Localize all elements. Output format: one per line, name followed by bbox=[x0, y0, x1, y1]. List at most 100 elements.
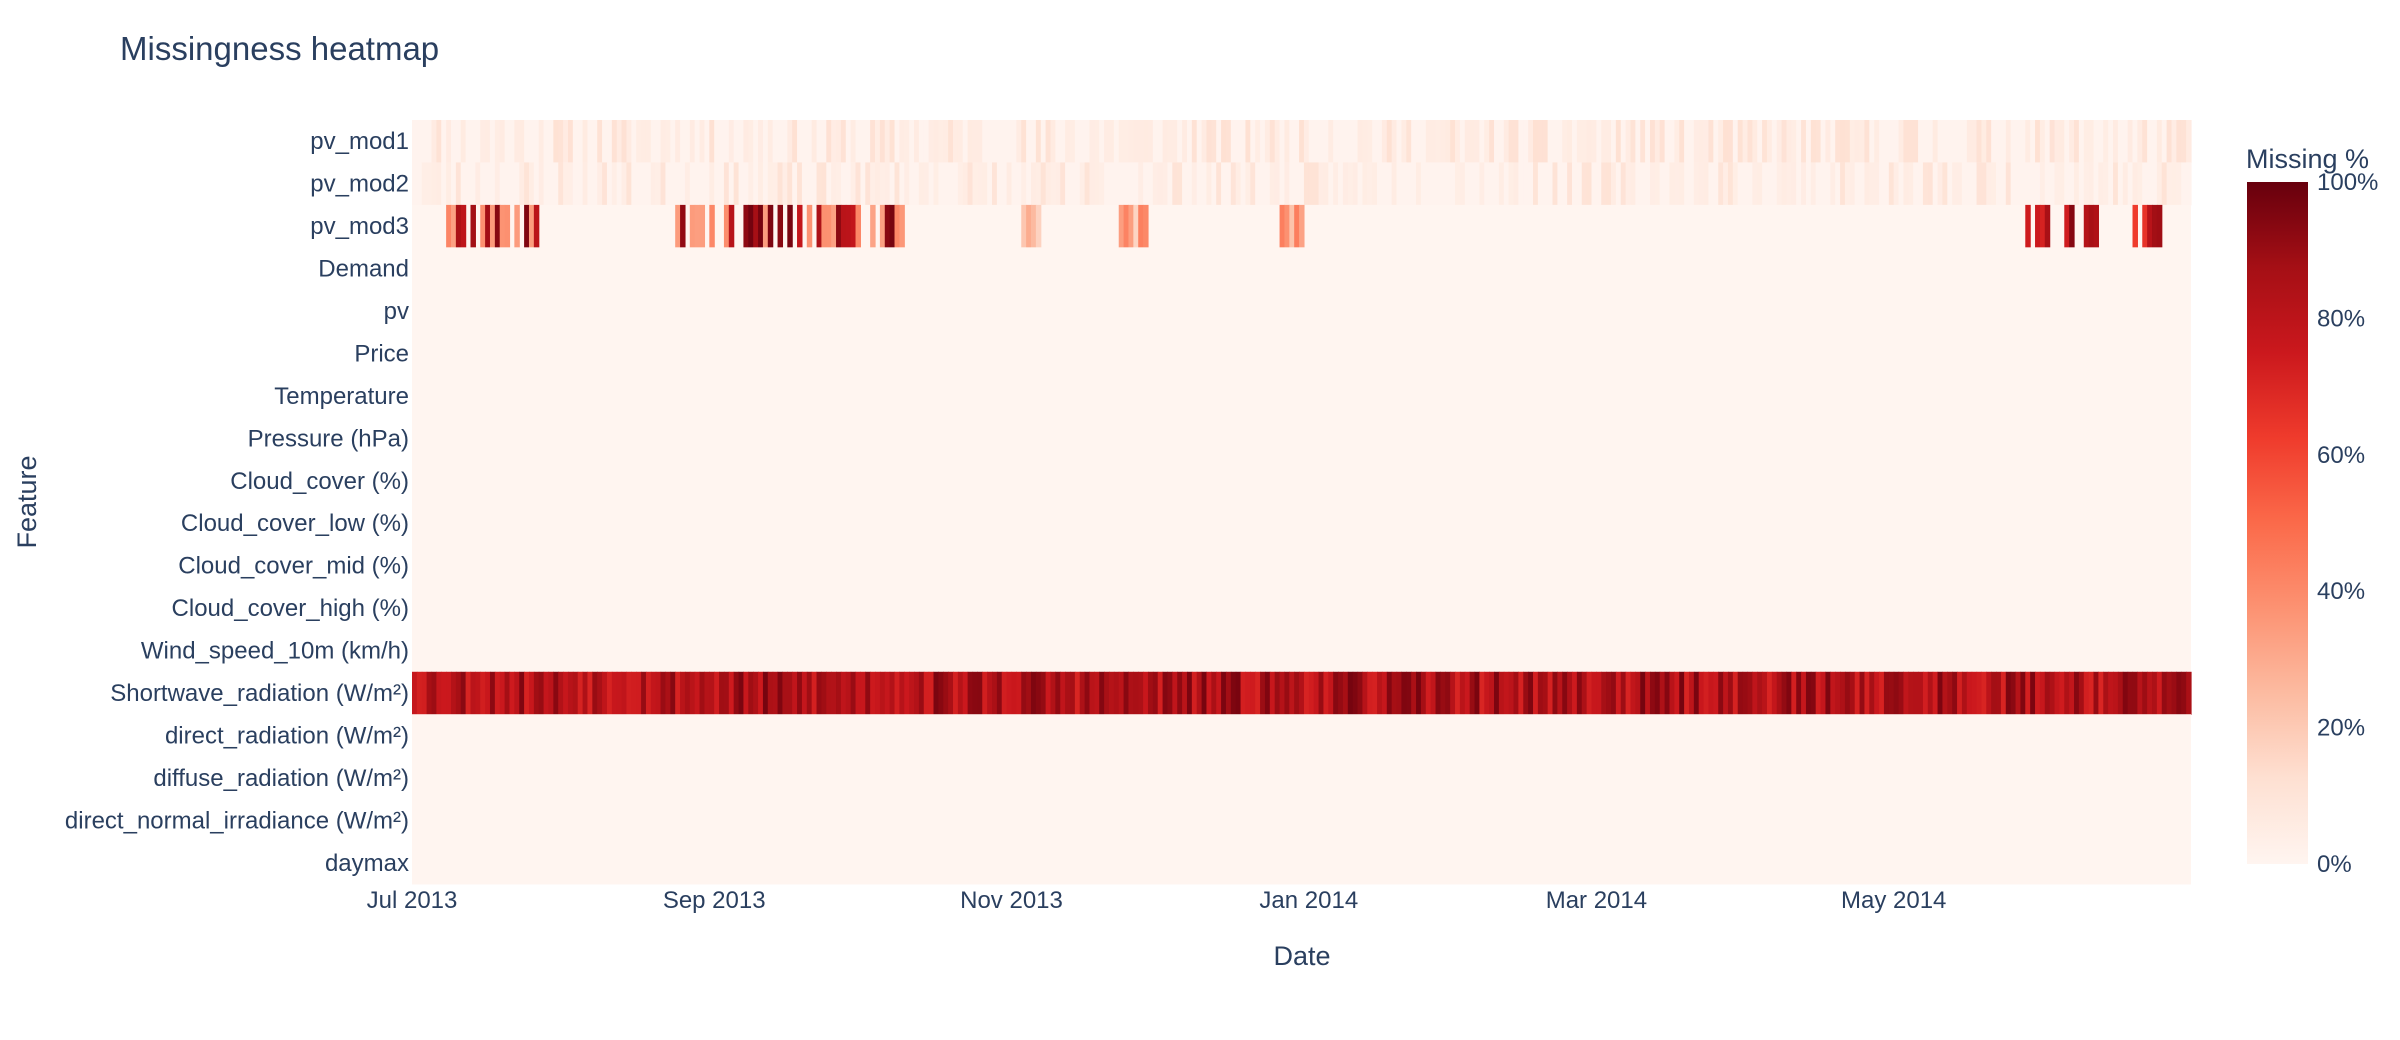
heatmap-cell bbox=[421, 162, 428, 206]
heatmap-cell bbox=[2059, 671, 2065, 715]
heatmap-cell bbox=[1294, 120, 1300, 163]
heatmap-cell bbox=[1679, 671, 1685, 715]
heatmap-cell bbox=[1108, 162, 1115, 206]
heatmap-cell bbox=[1908, 162, 1914, 206]
heatmap-cell bbox=[645, 162, 652, 206]
heatmap-cell bbox=[1523, 162, 1529, 206]
heatmap-cell bbox=[1469, 671, 1476, 715]
heatmap-cell bbox=[499, 204, 506, 248]
heatmap-cell bbox=[1152, 162, 1159, 206]
heatmap-cell bbox=[1338, 162, 1344, 206]
heatmap-cell bbox=[1201, 120, 1208, 163]
heatmap-cell bbox=[2186, 671, 2192, 715]
heatmap-cell bbox=[2113, 162, 2119, 206]
heatmap-cell bbox=[1147, 671, 1154, 715]
x-axis-tick-labels: Jul 2013 Sep 2013 Nov 2013 Jan 2014 Mar 2014… bbox=[367, 887, 1947, 914]
heatmap-cell bbox=[923, 671, 930, 715]
heatmap-cell bbox=[1976, 120, 1983, 163]
heatmap-cell bbox=[1035, 120, 1042, 163]
heatmap-cell bbox=[1401, 120, 1407, 163]
heatmap-cell bbox=[1635, 120, 1641, 163]
y-tick-label: diffuse_radiation (W/m²) bbox=[153, 765, 409, 792]
heatmap-row bbox=[412, 841, 2191, 885]
heatmap-cell bbox=[1586, 120, 1593, 163]
heatmap-cell bbox=[2137, 671, 2143, 715]
heatmap-cell bbox=[2108, 671, 2114, 715]
heatmap-cell bbox=[733, 120, 740, 163]
heatmap-cell bbox=[1732, 162, 1739, 206]
heatmap-cell bbox=[1352, 120, 1359, 163]
heatmap-cell bbox=[1937, 120, 1944, 163]
heatmap-cell bbox=[528, 671, 535, 715]
heatmap-cell bbox=[1152, 120, 1159, 163]
heatmap-cell bbox=[1045, 120, 1052, 163]
heatmap-cell bbox=[1674, 671, 1680, 715]
heatmap-cell bbox=[1381, 162, 1388, 206]
heatmap-cell bbox=[1654, 120, 1661, 163]
heatmap-cell bbox=[1186, 120, 1193, 163]
heatmap-cell bbox=[2152, 671, 2158, 715]
colorbar-gradient bbox=[2247, 182, 2308, 864]
heatmap-cell bbox=[2039, 671, 2046, 715]
heatmap-cell bbox=[650, 120, 657, 163]
heatmap-cell bbox=[1479, 671, 1485, 715]
heatmap-cell bbox=[1898, 671, 1905, 715]
heatmap-cell bbox=[1455, 671, 1461, 715]
heatmap-cell bbox=[1069, 120, 1076, 163]
heatmap-cell bbox=[626, 162, 632, 206]
heatmap-cell bbox=[1225, 671, 1232, 715]
heatmap-cell bbox=[1854, 671, 1861, 715]
heatmap-cell bbox=[1206, 120, 1212, 163]
heatmap-cell bbox=[1766, 162, 1773, 206]
heatmap-cell bbox=[1952, 671, 1958, 715]
heatmap-cell bbox=[1596, 671, 1602, 715]
heatmap-cell bbox=[1216, 120, 1222, 163]
heatmap-cell bbox=[1591, 671, 1597, 715]
heatmap-cell bbox=[1596, 162, 1602, 206]
heatmap-cell bbox=[1030, 162, 1037, 206]
heatmap-cell bbox=[2059, 120, 2065, 163]
heatmap-cell bbox=[1572, 120, 1578, 163]
heatmap-cell bbox=[972, 120, 978, 163]
heatmap-cell bbox=[1674, 120, 1680, 163]
heatmap-cell bbox=[655, 162, 662, 206]
heatmap-cell bbox=[1762, 162, 1768, 206]
heatmap-cell bbox=[1966, 671, 1973, 715]
heatmap-cell bbox=[558, 120, 564, 163]
heatmap-cell bbox=[787, 671, 793, 715]
heatmap-cell bbox=[441, 162, 447, 206]
heatmap-cell bbox=[1542, 162, 1549, 206]
heatmap-cell bbox=[470, 120, 476, 163]
heatmap-cell bbox=[1640, 162, 1646, 206]
heatmap-cell bbox=[1152, 671, 1159, 715]
heatmap-cell bbox=[831, 204, 837, 248]
heatmap-cell bbox=[1450, 162, 1456, 206]
heatmap-cell bbox=[1133, 204, 1139, 248]
heatmap-cell bbox=[1299, 204, 1305, 248]
heatmap-cell bbox=[1606, 120, 1612, 163]
heatmap-cell bbox=[446, 120, 452, 163]
heatmap-cell bbox=[1367, 120, 1373, 163]
heatmap-cell bbox=[1801, 120, 1807, 163]
heatmap-cell bbox=[533, 204, 540, 248]
heatmap-cell bbox=[1459, 162, 1466, 206]
heatmap-cell bbox=[811, 120, 818, 163]
heatmap-cell bbox=[996, 162, 1003, 206]
heatmap-cell bbox=[762, 120, 769, 163]
heatmap-cell bbox=[2108, 162, 2114, 206]
heatmap-cell bbox=[1420, 671, 1427, 715]
heatmap-cell bbox=[489, 162, 496, 206]
heatmap-cell bbox=[460, 120, 467, 163]
heatmap-cell bbox=[1279, 671, 1286, 715]
heatmap-cell bbox=[1742, 120, 1749, 163]
heatmap-cell bbox=[1474, 671, 1480, 715]
heatmap-cell bbox=[845, 204, 852, 248]
heatmap-cell bbox=[1206, 671, 1212, 715]
heatmap-cell bbox=[558, 162, 564, 206]
heatmap-cell bbox=[1918, 671, 1924, 715]
heatmap-cell bbox=[1996, 162, 2002, 206]
heatmap-cell bbox=[777, 204, 784, 248]
heatmap-cell bbox=[1108, 671, 1115, 715]
heatmap-cell bbox=[1094, 671, 1100, 715]
